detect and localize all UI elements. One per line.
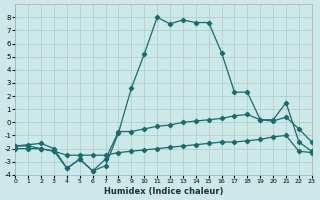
X-axis label: Humidex (Indice chaleur): Humidex (Indice chaleur) xyxy=(104,187,223,196)
